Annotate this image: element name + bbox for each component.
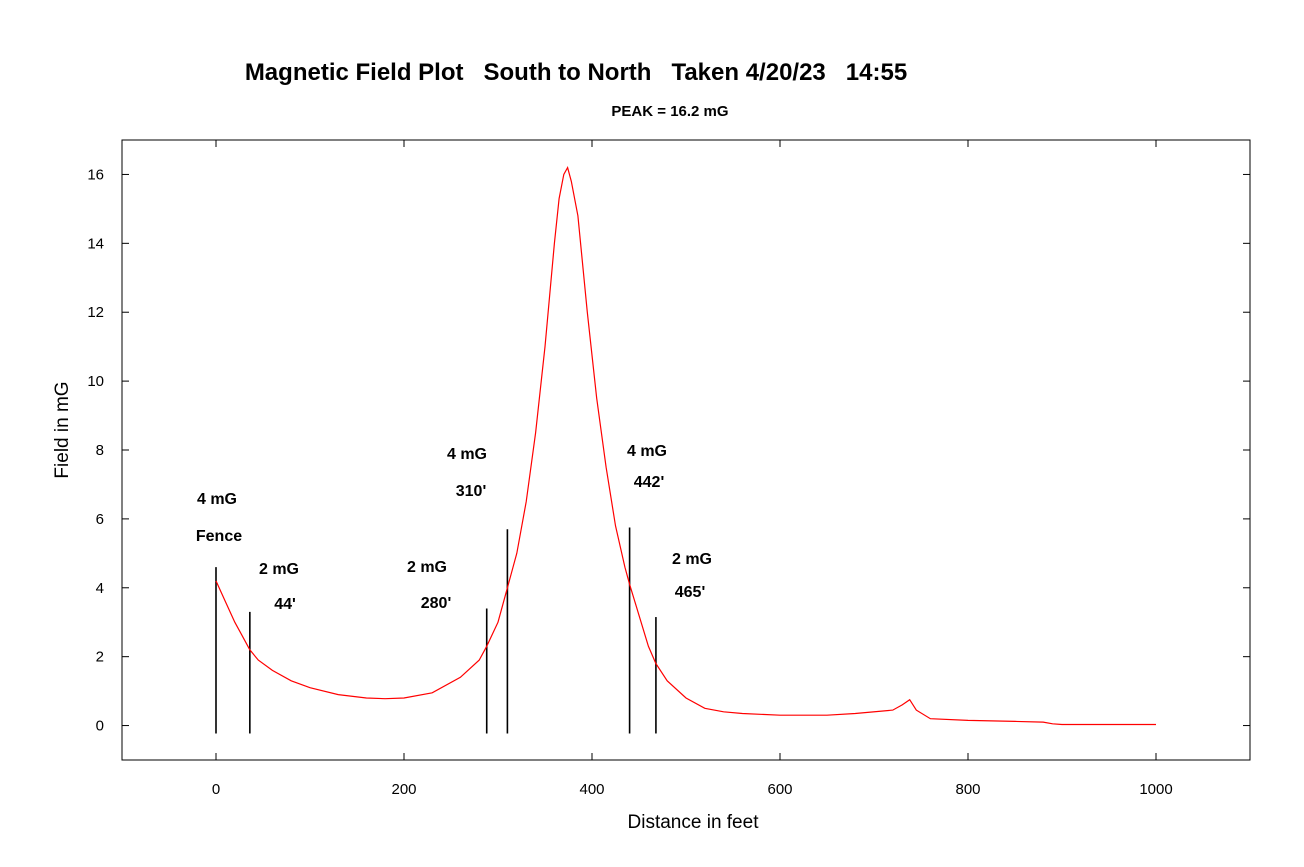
marker-annotation: 44' (274, 596, 296, 613)
marker-annotation: 2 mG (672, 551, 712, 568)
marker-annotation: 2 mG (259, 561, 299, 578)
x-tick-label: 400 (579, 781, 604, 798)
y-tick-label: 8 (96, 442, 104, 459)
x-tick-label: 800 (955, 781, 980, 798)
y-tick-label: 16 (87, 166, 104, 183)
y-tick-label: 14 (87, 235, 104, 252)
plot-frame (121, 139, 1251, 761)
marker-annotation: Fence (196, 528, 242, 545)
y-tick-label: 6 (96, 511, 104, 528)
chart-title: Magnetic Field Plot South to North Taken… (245, 59, 907, 86)
x-axis-label: Distance in feet (628, 812, 760, 833)
y-axis-label: Field in mG (52, 381, 73, 478)
x-tick-label: 600 (767, 781, 792, 798)
x-tick-label: 200 (391, 781, 416, 798)
marker-annotation: 442' (634, 474, 665, 491)
chart-subtitle: PEAK = 16.2 mG (611, 103, 728, 120)
field-series-line (215, 166, 1156, 726)
x-tick-label: 0 (212, 781, 220, 798)
marker-annotation: 2 mG (407, 559, 447, 576)
marker-annotation: 280' (421, 595, 452, 612)
y-tick-label: 0 (96, 718, 104, 735)
y-tick-label: 12 (87, 304, 104, 321)
x-tick-label: 1000 (1139, 781, 1172, 798)
marker-annotation: 310' (456, 483, 487, 500)
y-tick-label: 10 (87, 373, 104, 390)
y-tick-label: 2 (96, 649, 104, 666)
marker-annotation: 4 mG (627, 443, 667, 460)
marker-annotation: 465' (675, 584, 706, 601)
marker-annotation: 4 mG (197, 491, 237, 508)
marker-annotation: 4 mG (447, 446, 487, 463)
y-tick-label: 4 (96, 580, 104, 597)
